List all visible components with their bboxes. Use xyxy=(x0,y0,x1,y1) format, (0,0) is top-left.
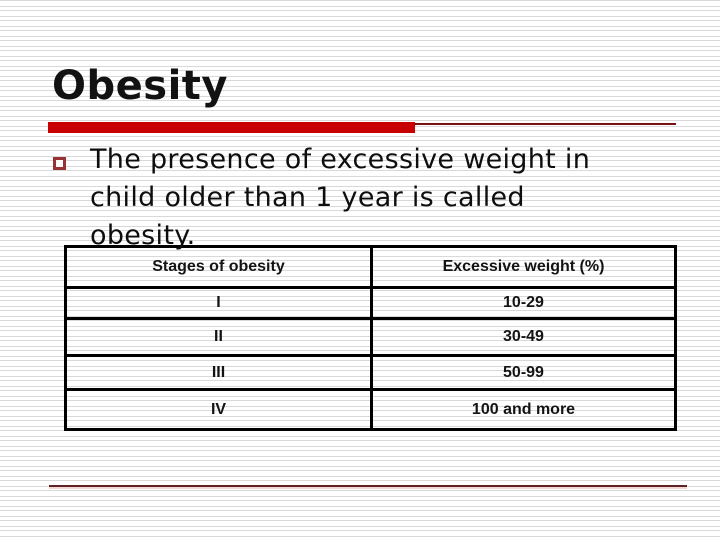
bullet-text-line: The presence of excessive weight in xyxy=(90,144,591,175)
table-row: I 10-29 xyxy=(64,286,677,320)
title-underline-thin-rule xyxy=(415,123,676,125)
table-header-cell-excessive-weight: Excessive weight (%) xyxy=(370,245,677,289)
slide-title: Obesity xyxy=(52,63,228,109)
table-cell-stage: II xyxy=(64,317,373,357)
obesity-stages-table: Stages of obesity Excessive weight (%) I… xyxy=(64,245,677,431)
table-row: IV 100 and more xyxy=(64,388,677,431)
table-cell-stage: IV xyxy=(64,388,373,431)
bullet-text: The presence of excessive weight in chil… xyxy=(90,141,590,255)
footer-divider-shadow xyxy=(49,487,687,489)
table-cell-weight: 100 and more xyxy=(370,388,677,431)
title-underline-bar xyxy=(48,122,415,133)
table-cell-stage: III xyxy=(64,354,373,391)
table-cell-stage: I xyxy=(64,286,373,320)
table-cell-weight: 30-49 xyxy=(370,317,677,357)
table-header-row: Stages of obesity Excessive weight (%) xyxy=(64,245,677,289)
table-cell-weight: 10-29 xyxy=(370,286,677,320)
bullet-text-line: obesity. xyxy=(90,220,196,251)
table-row: III 50-99 xyxy=(64,354,677,391)
table-header-cell-stages: Stages of obesity xyxy=(64,245,373,289)
bullet-text-line: child older than 1 year is called xyxy=(90,182,525,213)
table-row: II 30-49 xyxy=(64,317,677,357)
bullet-square-icon xyxy=(53,157,66,170)
table-cell-weight: 50-99 xyxy=(370,354,677,391)
footer-divider-line xyxy=(49,485,687,487)
